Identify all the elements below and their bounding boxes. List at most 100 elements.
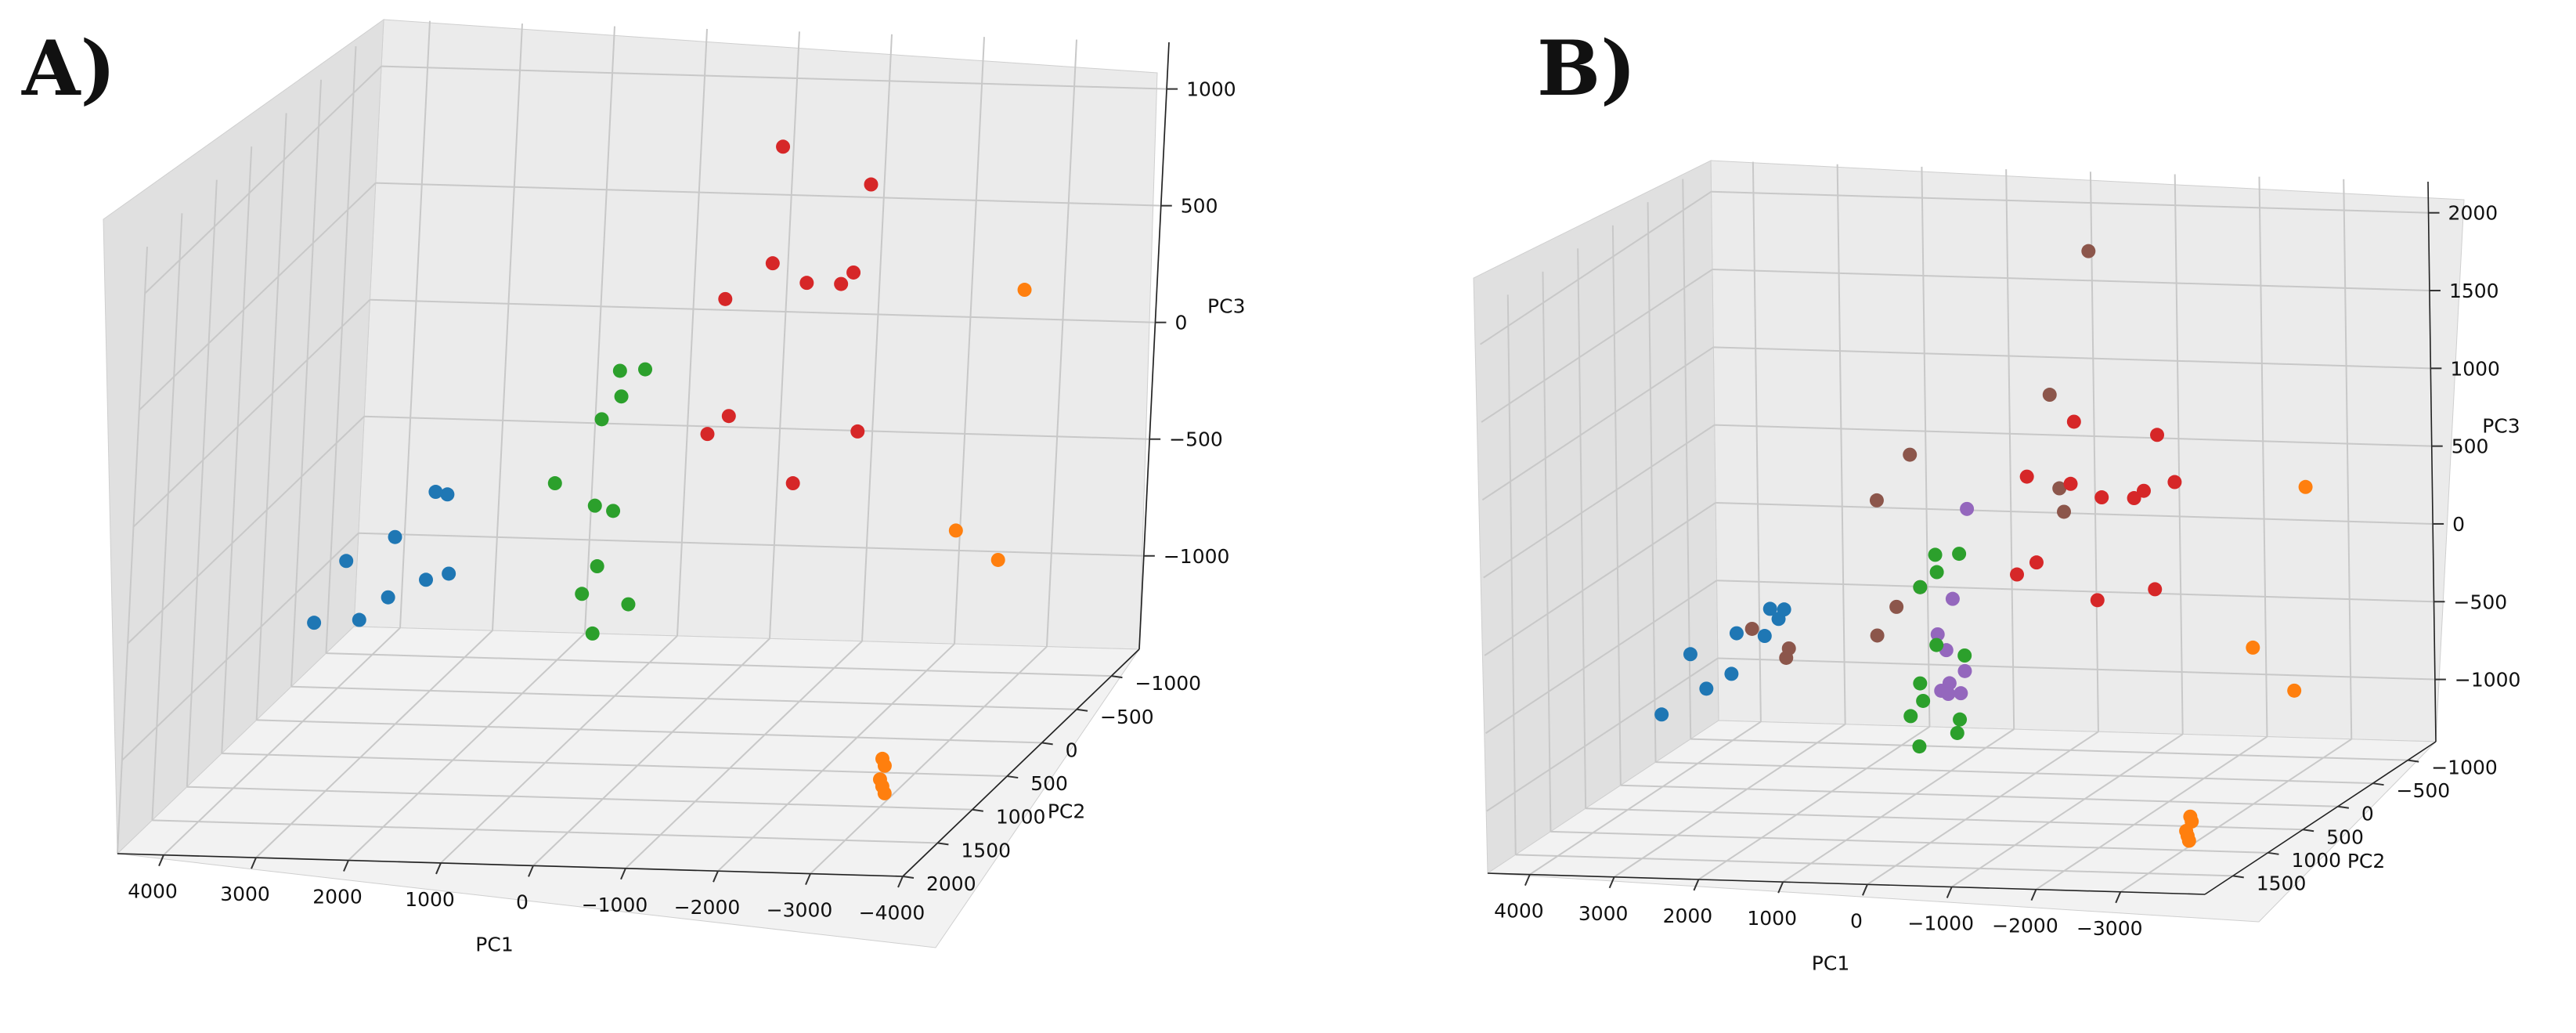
x-tick-label: −2000	[1992, 915, 2058, 937]
data-point-group-purple	[1945, 591, 1960, 606]
panel-label-b: B)	[1537, 24, 1636, 113]
grid-line-x	[769, 31, 800, 639]
x-tick-label: 0	[1850, 909, 1863, 932]
data-point-group-red	[846, 265, 861, 280]
data-point-group-orange	[1017, 283, 1032, 298]
grid-line-y	[1515, 854, 2233, 877]
grid-line-x	[861, 34, 893, 641]
x-tick-mark	[343, 860, 349, 872]
grid-line-y-side	[1611, 225, 1622, 786]
data-point-group-red	[776, 139, 791, 154]
scatter-3d-plot-a: −4000 −3000 −2000 −1000 0 1000 2000 3000 4000 −10…	[103, 18, 1245, 956]
x-tick-label: −1000	[1907, 912, 1974, 934]
grid-line-x-floor	[625, 641, 863, 869]
x-tick-mark	[1608, 876, 1615, 889]
x-tick-mark	[1777, 881, 1784, 894]
grid-line-x-floor	[1782, 728, 2015, 883]
data-point-group-green	[1913, 580, 1928, 594]
data-point-group-purple	[1941, 687, 1956, 702]
z-tick-label: 1500	[2449, 280, 2499, 302]
y-tick-label: 2000	[926, 872, 976, 895]
grid-line-x	[2089, 172, 2099, 732]
data-point-group-blue	[428, 485, 443, 500]
grid-line-z-side	[1480, 190, 1712, 345]
grid-line-z	[1716, 580, 2434, 603]
data-point-group-blue	[440, 487, 455, 502]
z-tick-label: −500	[1169, 428, 1223, 451]
grid-line-z-side	[1481, 346, 1714, 501]
grid-line-x-floor	[255, 630, 493, 858]
grid-line-x	[1046, 39, 1077, 647]
data-point-group-green	[547, 476, 562, 491]
grid-line-z-side	[1484, 502, 1716, 656]
data-point-group-green	[606, 504, 621, 518]
grid-line-x	[492, 23, 523, 631]
data-point-group-blue	[339, 554, 354, 569]
x-tick-mark	[528, 865, 534, 877]
data-point-group-red	[2094, 490, 2109, 505]
data-point-group-green	[1903, 709, 1918, 724]
data-point-group-red	[700, 427, 715, 442]
x-tick-label: 3000	[1578, 902, 1629, 925]
z-tick-label: 2000	[2448, 202, 2498, 225]
grid-line-z	[1714, 424, 2432, 447]
grid-line-z	[1712, 269, 2430, 292]
data-point-group-brown	[1889, 599, 1904, 614]
data-point-group-red	[2167, 475, 2182, 489]
x-tick-mark	[1693, 879, 1700, 891]
data-point-group-blue	[352, 612, 366, 627]
x-tick-mark	[435, 862, 442, 875]
data-point-group-green	[590, 559, 604, 574]
y-tick-mark	[2337, 805, 2349, 809]
data-point-group-blue	[442, 566, 456, 581]
grid-line-y-side	[151, 213, 183, 821]
grid-line-x	[1921, 166, 1931, 727]
grid-line-y	[291, 685, 1077, 710]
grid-line-z-side	[1483, 424, 1716, 579]
data-point-group-brown	[1903, 447, 1918, 462]
grid-line-x-floor	[1951, 733, 2184, 888]
y-tick-mark	[937, 842, 949, 846]
grid-line-z	[358, 532, 1144, 557]
x-tick-label: 0	[516, 890, 529, 913]
y-tick-label: 1000	[996, 806, 1046, 829]
data-point-group-brown	[2042, 388, 2057, 403]
x-tick-label: 1000	[1747, 907, 1797, 930]
scatter-3d-plot-b: −3000−2000−100001000200030004000−1000−50…	[1473, 160, 2520, 975]
data-point-group-green	[1916, 693, 1931, 708]
data-point-group-green	[1913, 676, 1928, 691]
x-tick-label: −3000	[767, 899, 833, 922]
grid-line-z-side	[1486, 657, 1719, 812]
data-point-group-red	[2063, 476, 2078, 491]
y-tick-mark	[1007, 775, 1019, 779]
y-tick-label: −500	[2397, 779, 2451, 802]
grid-line-x-floor	[348, 632, 586, 861]
data-point-group-orange	[2181, 833, 2196, 848]
grid-line-x-floor	[440, 635, 678, 864]
data-point-group-blue	[388, 529, 402, 544]
grid-line-z-side	[121, 533, 359, 761]
x-tick-label: 2000	[312, 886, 363, 908]
data-point-group-green	[585, 626, 600, 641]
data-point-group-brown	[2052, 481, 2067, 496]
x-tick-mark	[897, 876, 904, 888]
data-point-group-brown	[1744, 621, 1759, 636]
data-point-group-orange	[948, 523, 963, 538]
grid-line-y-side	[1577, 248, 1587, 809]
grid-line-x	[1836, 164, 1846, 724]
data-point-group-brown	[2081, 244, 2096, 258]
data-point-group-green	[587, 498, 602, 513]
data-point-group-red	[2136, 483, 2151, 498]
grid-line-z-side	[132, 298, 371, 528]
data-point-group-blue	[307, 616, 322, 630]
y-tick-label: 1500	[961, 839, 1011, 861]
y-tick-label: 0	[1066, 739, 1078, 761]
grid-line-z	[1713, 346, 2431, 370]
data-point-group-red	[2148, 582, 2163, 597]
grid-line-y	[222, 753, 1008, 778]
x-tick-mark	[158, 854, 164, 867]
data-point-group-blue	[1729, 626, 1744, 641]
z-axis-label: PC3	[1207, 295, 1245, 318]
grid-line-y	[256, 719, 1042, 744]
y-tick-mark	[972, 808, 983, 812]
